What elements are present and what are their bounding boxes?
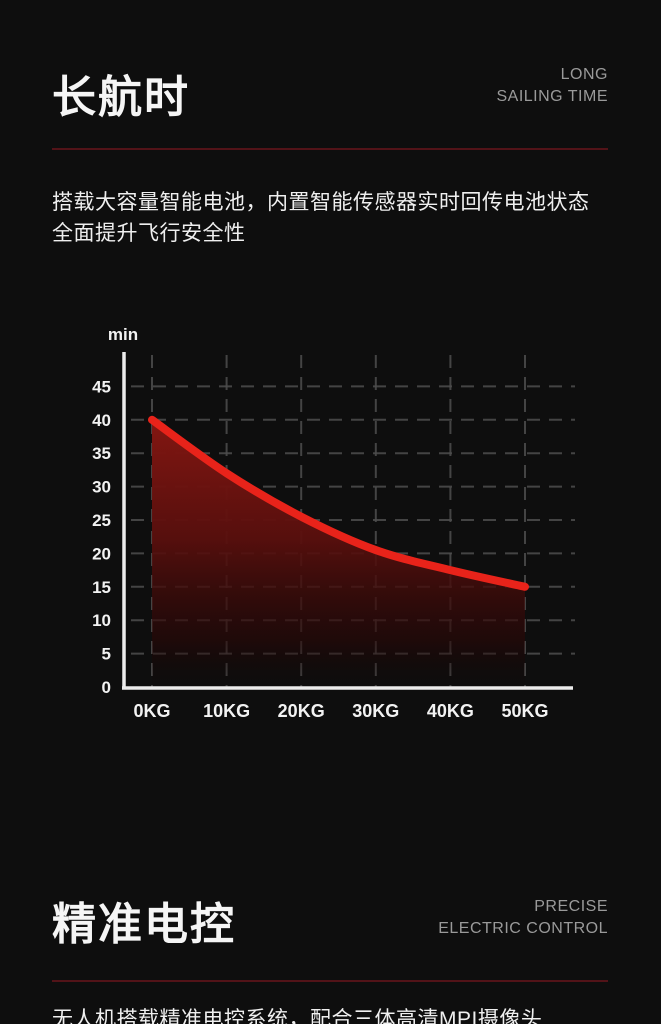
control-section-title: 精准电控: [52, 900, 236, 949]
x-tick-label: 30KG: [352, 701, 399, 721]
endurance-section-title: 长航时: [52, 73, 190, 122]
y-tick-label: 45: [92, 377, 111, 396]
y-tick-label: 25: [92, 511, 111, 530]
y-tick-label: 30: [92, 478, 111, 497]
x-tick-label: 20KG: [278, 701, 325, 721]
control-subtitle-line1: PRECISE: [534, 898, 608, 915]
y-tick-label: 15: [92, 578, 111, 597]
y-tick-label: 5: [102, 645, 111, 664]
x-tick-label: 40KG: [427, 701, 474, 721]
y-tick-label: 35: [92, 444, 111, 463]
section-divider: [52, 980, 608, 982]
y-tick-label: 40: [92, 411, 111, 430]
flight-time-curve: [148, 415, 529, 591]
y-tick-label: 20: [92, 544, 111, 563]
y-axis-unit-label: min: [108, 325, 138, 344]
endurance-subtitle-line2: SAILING TIME: [496, 88, 608, 105]
endurance-section-subtitle: LONG SAILING TIME: [496, 64, 608, 108]
endurance-description-line2: 全面提升飞行安全性: [52, 222, 246, 245]
x-tick-label: 50KG: [501, 701, 548, 721]
flight-time-chart: min 0 5 10 15 20 25 30 35 40 45 0KG 10KG 20KG 30KG 40KG…: [92, 325, 575, 721]
endurance-description: 搭载大容量智能电池，内置智能传感器实时回传电池状态 全面提升飞行安全性: [52, 187, 621, 249]
endurance-description-line1: 搭载大容量智能电池，内置智能传感器实时回传电池状态: [52, 191, 590, 214]
control-section-subtitle: PRECISE ELECTRIC CONTROL: [438, 896, 608, 940]
y-tick-label: 0: [102, 678, 111, 697]
axes: [122, 352, 573, 690]
y-tick-label: 10: [92, 611, 111, 630]
control-subtitle-line2: ELECTRIC CONTROL: [438, 920, 608, 937]
control-description-partial: 无人机搭载精准电控系统，配合三体高清MPI摄像头: [52, 1008, 543, 1024]
endurance-subtitle-line1: LONG: [560, 66, 608, 83]
x-tick-label: 10KG: [203, 701, 250, 721]
x-tick-label: 0KG: [133, 701, 170, 721]
section-divider: [52, 148, 608, 150]
